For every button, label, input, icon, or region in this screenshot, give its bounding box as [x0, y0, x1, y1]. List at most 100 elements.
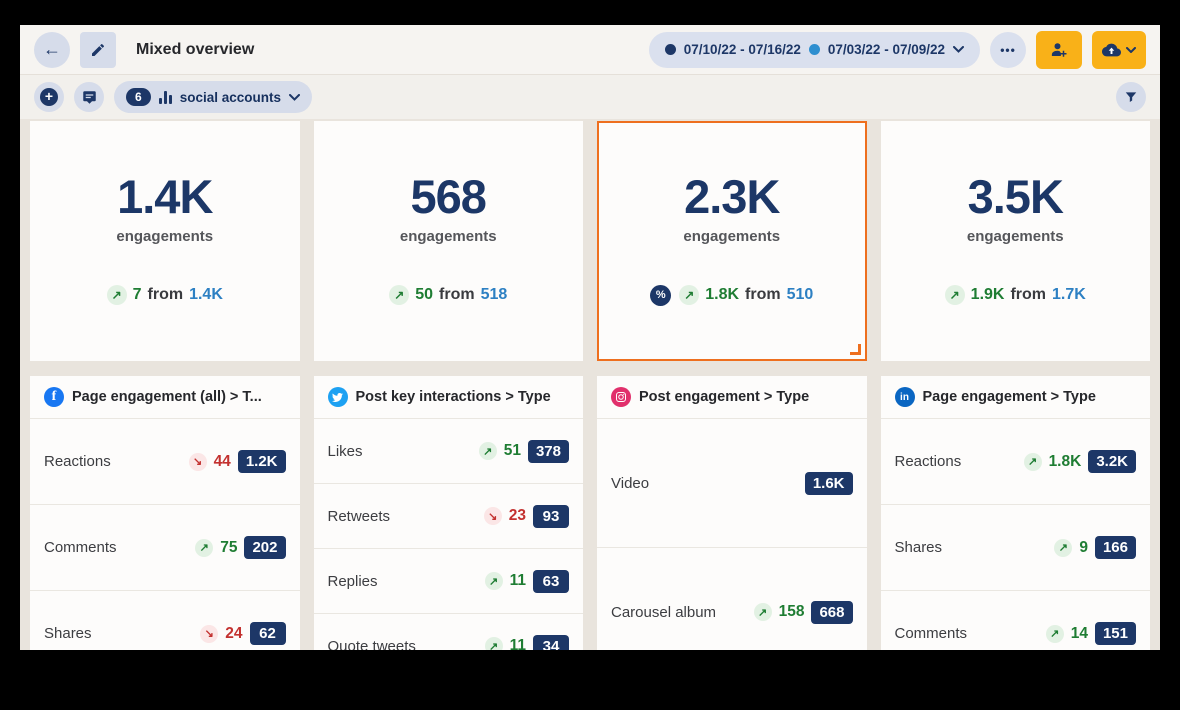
chevron-down-icon [953, 46, 964, 53]
breakdown-card-instagram[interactable]: Post engagement > Type Video 1.6K Carous… [597, 376, 867, 650]
card-title: Post key interactions > Type [355, 389, 551, 405]
plus-icon: + [40, 88, 58, 106]
card-title: Page engagement (all) > T... [72, 389, 262, 405]
stat-card-engagements-4[interactable]: 3.5K engagements ↗ 1.9K from 1.7K [880, 121, 1150, 361]
instagram-icon [611, 387, 631, 407]
delta-value: 158 [778, 603, 805, 620]
metric-row: Carousel album ↗ 158 668 [597, 547, 867, 650]
stat-label: engagements [966, 228, 1064, 245]
metric-row: Shares ↘ 24 62 [30, 590, 300, 650]
metric-row: Reactions ↘ 44 1.2K [30, 418, 300, 504]
value-badge: 63 [533, 569, 569, 593]
percent-icon: % [650, 284, 672, 306]
comparison-date-range: 07/03/22 - 07/09/22 [827, 42, 945, 57]
from-label: from [1010, 286, 1047, 303]
previous-value: 1.7K [1052, 286, 1086, 303]
back-arrow-icon: ← [43, 39, 61, 59]
funnel-icon [1124, 90, 1138, 104]
twitter-icon [327, 387, 348, 407]
stat-card-engagements-3-selected[interactable]: 2.3K engagements % ↗ 1.8K from 510 [597, 121, 867, 361]
comparison-range-dot-icon [808, 44, 820, 55]
delta-value: 1.9K [970, 286, 1005, 303]
value-badge: 93 [533, 504, 569, 528]
from-label: from [147, 286, 184, 303]
comments-button[interactable] [74, 82, 104, 112]
metric-label: Comments [44, 539, 117, 556]
breakdown-card-linkedin[interactable]: in Page engagement > Type Reactions ↗ 1.… [880, 376, 1151, 650]
trend-up-icon: ↗ [484, 637, 503, 650]
export-button[interactable] [1092, 30, 1146, 69]
stat-card-engagements-1[interactable]: 1.4K engagements ↗ 7 from 1.4K [30, 121, 300, 361]
stat-delta-line: ↗ 1.9K from 1.7K [944, 285, 1086, 305]
value-badge: 202 [244, 536, 286, 559]
date-range-selector[interactable]: 07/10/22 - 07/16/22 07/03/22 - 07/09/22 [648, 31, 980, 68]
trend-up-icon: ↗ [195, 538, 214, 557]
metric-row: Shares ↗ 9 166 [880, 504, 1150, 590]
metric-row: Retweets ↘ 23 93 [313, 483, 583, 548]
add-widget-button[interactable]: + [34, 82, 64, 112]
trend-up-icon: ↗ [484, 572, 503, 590]
trend-up-icon: ↗ [1023, 452, 1042, 471]
value-badge: 1.6K [804, 471, 853, 495]
back-button[interactable]: ← [34, 31, 70, 68]
accounts-count-badge: 6 [126, 88, 151, 106]
facebook-icon: f [44, 387, 64, 407]
metric-label: Carousel album [611, 603, 717, 621]
edit-report-button[interactable] [80, 31, 116, 68]
metric-label: Comments [894, 625, 968, 642]
from-label: from [439, 286, 475, 303]
pencil-icon [90, 42, 106, 58]
resize-handle[interactable] [849, 344, 861, 355]
ellipsis-icon: ••• [1000, 42, 1016, 57]
report-canvas: 1.4K engagements ↗ 7 from 1.4K 568 engag… [20, 119, 1160, 650]
value-badge: 34 [533, 634, 569, 650]
delta-value: 9 [1079, 538, 1088, 556]
social-accounts-filter[interactable]: 6 social accounts [114, 81, 312, 113]
stat-value: 2.3K [684, 169, 780, 223]
trend-up-icon: ↗ [106, 285, 127, 305]
card-title: Post engagement > Type [639, 389, 810, 405]
primary-range-dot-icon [664, 44, 676, 55]
delta-value: 50 [415, 286, 434, 303]
metric-label: Shares [894, 539, 943, 556]
delta-value: 51 [503, 442, 521, 459]
metric-label: Reactions [894, 453, 962, 470]
delta-value: 14 [1070, 624, 1088, 642]
share-report-button[interactable] [1036, 30, 1082, 69]
from-label: from [745, 286, 781, 303]
trend-up-icon: ↗ [389, 285, 410, 305]
stat-delta-line: ↗ 7 from 1.4K [106, 285, 223, 305]
report-toolbar: + 6 social accounts [20, 75, 1160, 119]
delta-value: 24 [225, 624, 243, 642]
metric-label: Retweets [327, 507, 391, 525]
trend-up-icon: ↗ [1045, 624, 1064, 643]
report-window: ← Mixed overview 07/10/22 - 07/16/22 07/… [20, 25, 1160, 650]
value-badge: 1.2K [237, 450, 286, 473]
previous-value: 518 [480, 286, 508, 303]
breakdown-card-twitter[interactable]: Post key interactions > Type Likes ↗ 51 … [313, 376, 583, 650]
stat-delta-line: ↗ 50 from 518 [389, 285, 507, 305]
more-options-button[interactable]: ••• [990, 31, 1026, 68]
delta-value: 23 [508, 507, 526, 524]
metric-label: Likes [327, 442, 363, 460]
value-badge: 378 [527, 439, 569, 463]
filter-button[interactable] [1116, 82, 1146, 112]
delta-value: 11 [509, 572, 526, 589]
metric-row: Replies ↗ 11 63 [313, 548, 583, 613]
card-header: in Page engagement > Type [881, 376, 1151, 418]
stat-label: engagements [399, 228, 497, 245]
person-plus-icon [1050, 41, 1068, 59]
delta-value: 44 [213, 452, 231, 470]
breakdown-card-facebook[interactable]: f Page engagement (all) > T... Reactions… [30, 376, 300, 650]
delta-value: 1.8K [705, 286, 740, 303]
report-header: ← Mixed overview 07/10/22 - 07/16/22 07/… [20, 25, 1160, 75]
metric-row: Reactions ↗ 1.8K 3.2K [880, 418, 1150, 504]
metric-row: Comments ↗ 75 202 [30, 504, 300, 590]
metric-row: Likes ↗ 51 378 [313, 418, 583, 483]
linkedin-icon: in [894, 387, 915, 407]
value-badge: 668 [811, 600, 853, 624]
stat-label: engagements [683, 227, 781, 245]
stat-card-engagements-2[interactable]: 568 engagements ↗ 50 from 518 [313, 121, 583, 361]
card-header: Post engagement > Type [597, 376, 867, 418]
trend-down-icon: ↘ [188, 452, 207, 471]
